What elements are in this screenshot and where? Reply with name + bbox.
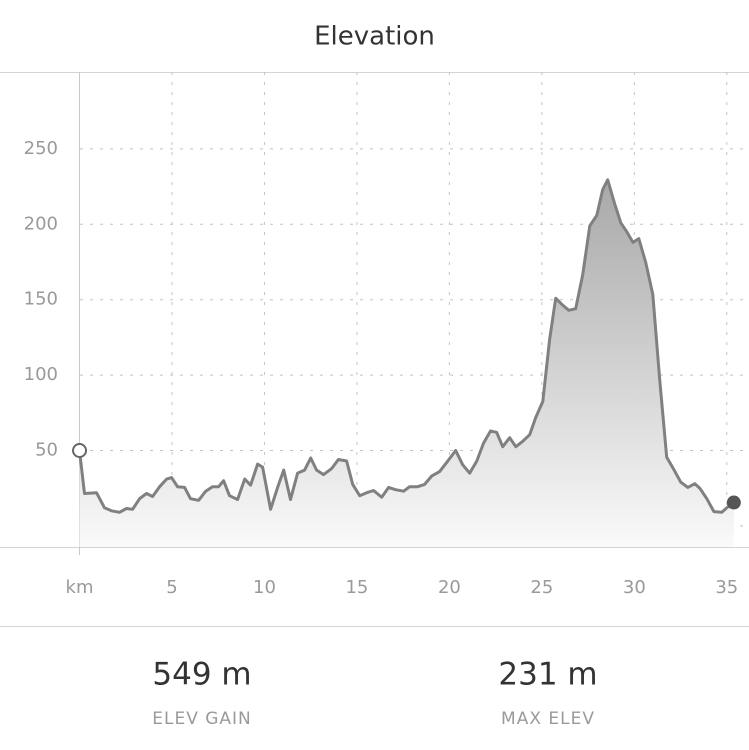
plot: 50 100 150 200 250 km 5 10 15 20 25 30 35 <box>24 72 749 598</box>
stat-label: MAX ELEV <box>501 709 595 729</box>
y-tick-label: 100 <box>24 364 58 385</box>
stat-label: ELEV GAIN <box>152 709 252 729</box>
end-marker <box>726 495 741 510</box>
x-tick-label: 10 <box>253 577 276 598</box>
x-tick-label: 25 <box>530 577 553 598</box>
x-tick-label: km <box>66 577 94 598</box>
elevation-line <box>78 178 735 514</box>
stat-value: 549 m <box>152 657 251 693</box>
x-tick-label: 15 <box>345 577 368 598</box>
area-fill <box>79 179 734 548</box>
y-tick-label: 200 <box>24 213 58 234</box>
chart-title: Elevation <box>314 22 435 52</box>
x-tick-label: 20 <box>438 577 461 598</box>
y-tick-label: 250 <box>24 138 58 159</box>
y-tick-label: 50 <box>35 439 58 460</box>
start-marker <box>72 442 88 458</box>
x-tick-label: 30 <box>623 577 646 598</box>
stat-value: 231 m <box>498 657 597 693</box>
x-tick-label: 35 <box>715 577 738 598</box>
x-tick-label: 5 <box>166 577 177 598</box>
y-tick-label: 150 <box>24 289 58 310</box>
